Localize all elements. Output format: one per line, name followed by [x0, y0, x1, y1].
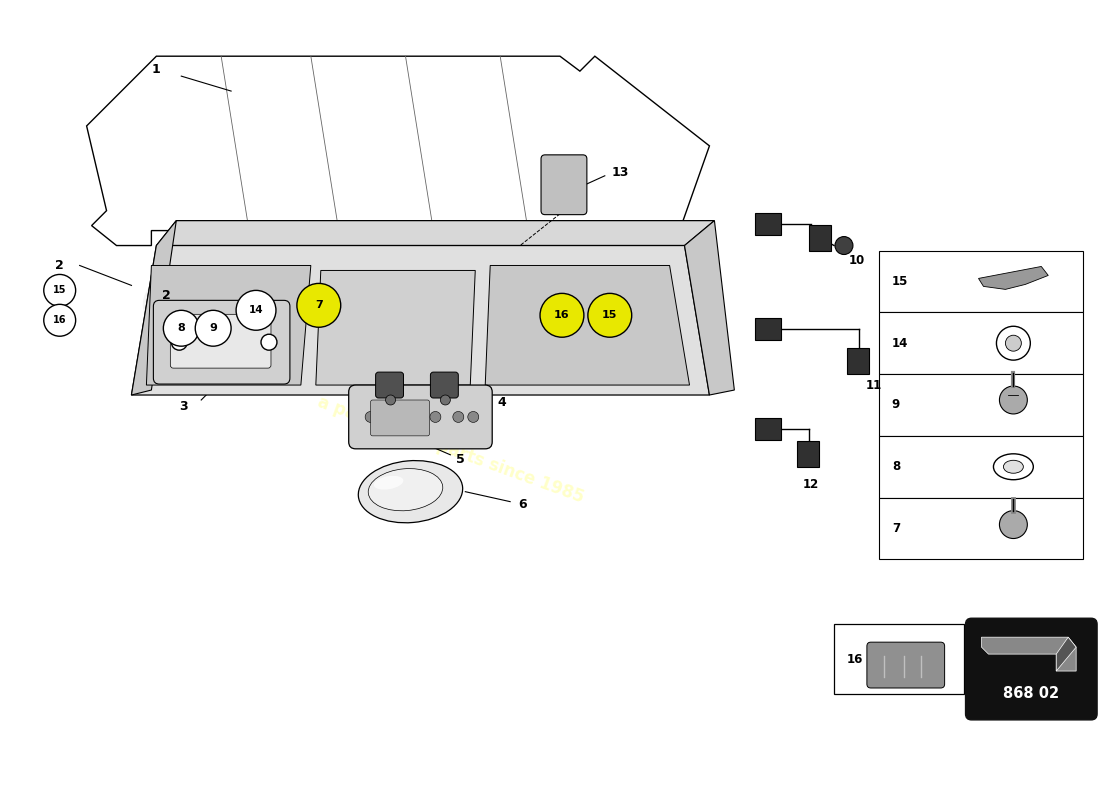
FancyBboxPatch shape	[375, 372, 404, 398]
Polygon shape	[132, 246, 710, 395]
Ellipse shape	[374, 476, 404, 490]
Text: 5: 5	[455, 454, 464, 466]
Circle shape	[44, 274, 76, 306]
Circle shape	[386, 395, 396, 405]
Polygon shape	[485, 266, 690, 385]
Circle shape	[997, 326, 1031, 360]
Polygon shape	[146, 266, 311, 385]
FancyBboxPatch shape	[349, 385, 492, 449]
Text: 2: 2	[55, 259, 64, 272]
Text: 14: 14	[249, 306, 263, 315]
Text: 11: 11	[866, 378, 882, 391]
Circle shape	[430, 411, 441, 422]
Polygon shape	[684, 221, 735, 395]
Text: 2: 2	[162, 289, 170, 302]
Polygon shape	[316, 270, 475, 385]
Text: 14: 14	[892, 337, 909, 350]
Text: 16: 16	[847, 653, 864, 666]
FancyBboxPatch shape	[847, 348, 869, 374]
Bar	[879, 250, 1084, 312]
Circle shape	[1000, 386, 1027, 414]
Text: 7: 7	[315, 300, 322, 310]
Circle shape	[1005, 335, 1022, 351]
Text: 1: 1	[152, 62, 161, 76]
Text: 13: 13	[612, 166, 629, 179]
Text: 15: 15	[892, 275, 909, 288]
Circle shape	[468, 411, 478, 422]
FancyBboxPatch shape	[810, 225, 830, 250]
Ellipse shape	[1003, 460, 1023, 474]
Circle shape	[587, 294, 631, 338]
Text: 7: 7	[892, 522, 900, 535]
Polygon shape	[132, 221, 176, 395]
Circle shape	[236, 290, 276, 330]
Bar	[834, 624, 964, 694]
Ellipse shape	[368, 469, 443, 510]
Text: 3: 3	[179, 401, 188, 414]
FancyBboxPatch shape	[966, 618, 1097, 720]
Circle shape	[44, 304, 76, 336]
FancyBboxPatch shape	[798, 441, 820, 466]
Text: 12: 12	[803, 478, 820, 491]
Circle shape	[261, 334, 277, 350]
Circle shape	[440, 395, 450, 405]
Text: 15: 15	[602, 310, 617, 320]
FancyBboxPatch shape	[541, 155, 587, 214]
Text: a passion for parts since 1985: a passion for parts since 1985	[315, 393, 586, 506]
Ellipse shape	[359, 461, 463, 522]
Circle shape	[405, 411, 416, 422]
Text: 6: 6	[518, 498, 527, 511]
Circle shape	[195, 310, 231, 346]
Circle shape	[540, 294, 584, 338]
Bar	[879, 312, 1084, 374]
Text: 15: 15	[53, 286, 66, 295]
FancyBboxPatch shape	[153, 300, 290, 384]
Ellipse shape	[993, 454, 1033, 480]
Text: 9: 9	[892, 398, 900, 411]
Circle shape	[385, 411, 396, 422]
Polygon shape	[979, 266, 1048, 290]
Text: 4: 4	[498, 397, 506, 410]
Polygon shape	[87, 56, 710, 246]
FancyBboxPatch shape	[371, 400, 429, 436]
Polygon shape	[1056, 637, 1076, 671]
Circle shape	[453, 411, 464, 422]
Text: 9: 9	[209, 323, 217, 334]
Polygon shape	[156, 221, 714, 246]
Bar	[879, 436, 1084, 498]
FancyBboxPatch shape	[430, 372, 459, 398]
Polygon shape	[981, 637, 1076, 671]
Text: 10: 10	[849, 254, 865, 267]
Text: europarts: europarts	[140, 263, 562, 338]
Bar	[879, 498, 1084, 559]
Bar	[879, 374, 1084, 436]
Text: 868 02: 868 02	[1003, 686, 1059, 702]
Text: 8: 8	[892, 460, 900, 474]
Circle shape	[365, 411, 376, 422]
Circle shape	[297, 283, 341, 327]
FancyBboxPatch shape	[756, 213, 781, 234]
FancyBboxPatch shape	[867, 642, 945, 688]
Text: 16: 16	[554, 310, 570, 320]
FancyBboxPatch shape	[170, 314, 271, 368]
FancyBboxPatch shape	[756, 418, 781, 440]
Circle shape	[163, 310, 199, 346]
Text: 16: 16	[53, 315, 66, 326]
Text: 8: 8	[177, 323, 185, 334]
Circle shape	[172, 334, 187, 350]
Circle shape	[835, 237, 852, 254]
FancyBboxPatch shape	[756, 318, 781, 340]
Circle shape	[1000, 510, 1027, 538]
